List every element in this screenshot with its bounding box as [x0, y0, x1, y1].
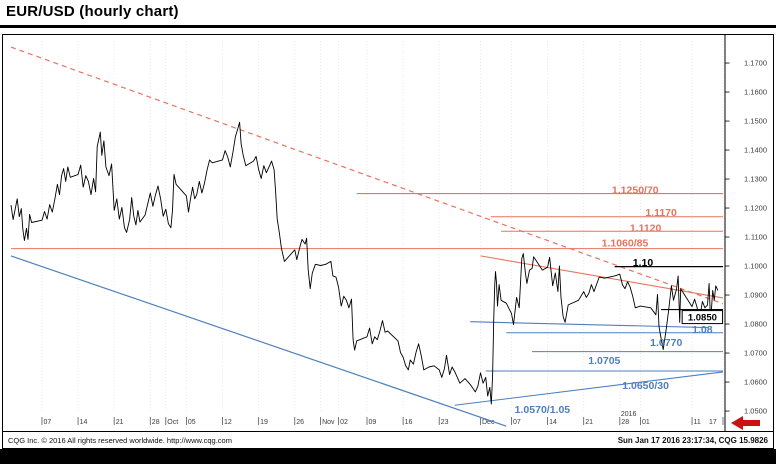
level-label: 1.1250/70 — [612, 184, 659, 196]
svg-text:05: 05 — [188, 419, 196, 426]
level-label: 1.10 — [633, 257, 654, 269]
svg-text:14: 14 — [80, 419, 88, 426]
svg-text:1.1600: 1.1600 — [744, 88, 767, 97]
gridlines — [41, 41, 724, 413]
svg-text:23: 23 — [441, 419, 449, 426]
svg-text:Dec: Dec — [482, 419, 495, 426]
svg-text:1.1200: 1.1200 — [744, 204, 767, 213]
svg-text:1.1500: 1.1500 — [744, 117, 767, 126]
footer-strip: CQG Inc. © 2016 All rights reserved worl… — [2, 432, 774, 449]
trend-and-level-lines — [10, 46, 724, 427]
svg-text:1.0700: 1.0700 — [744, 349, 767, 358]
svg-text:1.0800: 1.0800 — [744, 320, 767, 329]
price-chart[interactable]: 1.0500 1.0600 1.0700 1.0800 1.0900 1.1000 1.11… — [3, 35, 773, 431]
svg-text:Oct: Oct — [167, 419, 178, 426]
level-labels: 1.1250/70 1.1170 1.1120 1.1060/85 1.10 1.0850… — [515, 184, 724, 416]
level-label: 1.0850 — [688, 313, 717, 324]
svg-text:16: 16 — [405, 419, 413, 426]
near-term-downtrend-line — [480, 255, 724, 299]
price-line — [10, 121, 719, 405]
timestamp-text: Sun Jan 17 2016 23:17:34, CQG 15.9826 — [617, 435, 768, 445]
svg-text:02: 02 — [340, 419, 348, 426]
svg-text:07: 07 — [513, 419, 521, 426]
copyright-text: CQG Inc. © 2016 All rights reserved worl… — [8, 435, 232, 445]
svg-text:21: 21 — [585, 419, 593, 426]
bottom-bar — [0, 449, 776, 464]
svg-text:26: 26 — [296, 419, 304, 426]
svg-text:1.0600: 1.0600 — [744, 378, 767, 387]
svg-text:1.1700: 1.1700 — [744, 59, 767, 68]
lower-support-trendline — [454, 371, 724, 406]
svg-text:1.1400: 1.1400 — [744, 146, 767, 155]
year-label: 2016 — [621, 411, 637, 418]
chart-area: 1.0500 1.0600 1.0700 1.0800 1.0900 1.1000 1.11… — [2, 34, 774, 432]
page-title: EUR/USD (hourly chart) — [6, 3, 179, 20]
svg-text:11: 11 — [694, 419, 701, 426]
support-1.08 — [470, 321, 708, 329]
x-axis: 07 14 21 28 Oct 05 12 19 26 Nov 02 09 16 23 Dec 07 14 21 2… — [41, 411, 724, 426]
level-label: 1.1060/85 — [602, 238, 649, 250]
level-label: 1.0650/30 — [622, 380, 669, 392]
level-label: 1.1170 — [645, 207, 677, 219]
svg-text:01: 01 — [642, 419, 650, 426]
scroll-left-arrow-icon[interactable] — [731, 416, 760, 430]
svg-text:09: 09 — [369, 419, 377, 426]
level-label: 1.0770 — [650, 337, 682, 349]
svg-text:17: 17 — [709, 419, 717, 426]
y-axis: 1.0500 1.0600 1.0700 1.0800 1.0900 1.1000 1.11… — [725, 59, 767, 416]
svg-text:21: 21 — [116, 419, 124, 426]
svg-text:28: 28 — [152, 419, 160, 426]
svg-text:1.1300: 1.1300 — [744, 175, 767, 184]
svg-text:07: 07 — [43, 419, 51, 426]
svg-text:1.0900: 1.0900 — [744, 291, 767, 300]
level-label: 1.0705 — [588, 355, 620, 367]
svg-text:12: 12 — [224, 419, 232, 426]
level-label: 1.1120 — [630, 223, 662, 235]
svg-text:14: 14 — [549, 419, 557, 426]
major-downtrend-line — [10, 46, 724, 305]
main-support-trendline — [10, 255, 507, 427]
svg-text:Nov: Nov — [322, 419, 335, 426]
svg-text:19: 19 — [260, 419, 268, 426]
title-divider — [0, 25, 776, 28]
level-label: 1.08 — [692, 324, 713, 336]
svg-text:28: 28 — [621, 419, 629, 426]
svg-text:1.1000: 1.1000 — [744, 262, 767, 271]
svg-text:1.1100: 1.1100 — [745, 233, 767, 242]
level-label: 1.0570/1.05 — [515, 404, 571, 416]
svg-text:1.0500: 1.0500 — [744, 407, 767, 416]
